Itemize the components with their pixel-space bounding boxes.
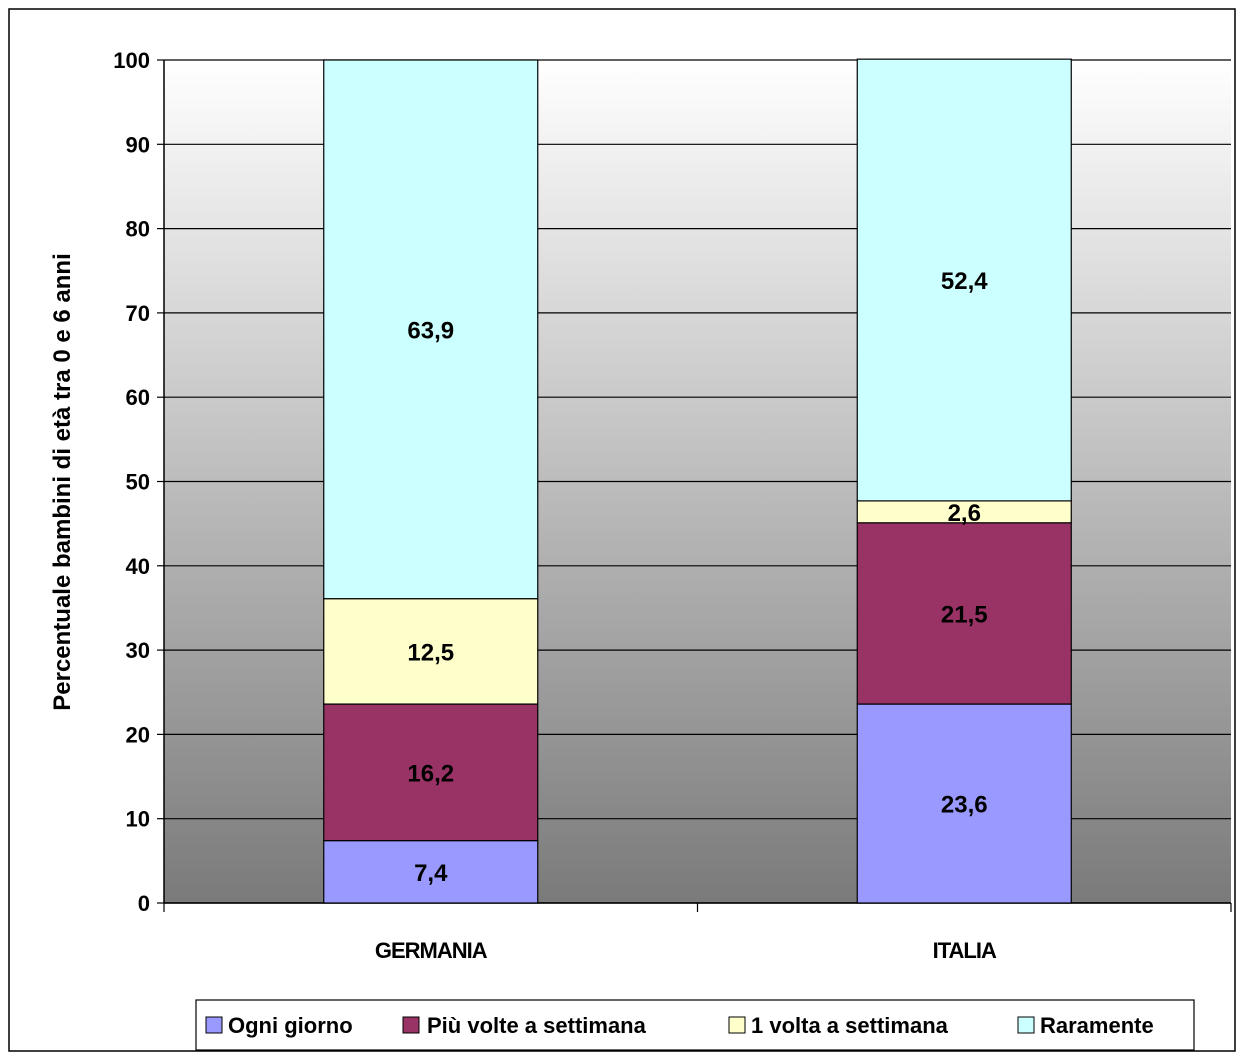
bar-segment [323, 703, 539, 842]
legend-label: 1 volta a settimana [751, 1013, 949, 1038]
data-label: 12,5 [407, 639, 454, 666]
data-label: 63,9 [407, 317, 454, 344]
bar-segment [856, 703, 1072, 904]
data-label: 21,5 [941, 601, 988, 628]
legend-swatch [728, 1016, 746, 1034]
y-tick-label: 90 [126, 132, 150, 157]
legend-swatch [402, 1016, 420, 1034]
y-axis-title: Percentuale bambini di età tra 0 e 6 ann… [49, 253, 76, 711]
y-tick-label: 0 [138, 891, 150, 916]
data-label: 52,4 [941, 268, 988, 295]
y-tick-label: 60 [126, 385, 150, 410]
x-tick-label: ITALIA [933, 938, 997, 963]
bar-segment [323, 59, 539, 600]
legend-swatch [205, 1016, 223, 1034]
y-tick-label: 20 [126, 722, 150, 747]
data-label: 7,4 [414, 860, 448, 887]
legend-swatch [1017, 1016, 1035, 1034]
y-tick-label: 80 [126, 217, 150, 242]
plot-area: 0 10 20 30 40 50 60 70 80 90 100 7,4 16,2 12,5 63,9 GER… [113, 48, 1232, 963]
data-label: 2,6 [948, 500, 981, 527]
y-tick-label: 10 [126, 807, 150, 832]
y-tick-label: 100 [113, 48, 150, 73]
y-tick-label: 70 [126, 301, 150, 326]
legend: Ogni giorno Più volte a settimana 1 volta … [195, 999, 1195, 1051]
legend-label: Raramente [1040, 1013, 1154, 1038]
y-tick-label: 40 [126, 554, 150, 579]
bar-segment [323, 840, 539, 904]
data-label: 16,2 [407, 760, 454, 787]
legend-label: Più volte a settimana [427, 1013, 647, 1038]
y-tick-label: 30 [126, 638, 150, 663]
legend-label: Ogni giorno [228, 1013, 353, 1038]
data-label: 23,6 [941, 792, 988, 819]
y-tick-label: 50 [126, 470, 150, 495]
bar-segment [856, 58, 1072, 502]
x-tick-label: GERMANIA [375, 938, 488, 963]
bar-segment [856, 522, 1072, 705]
